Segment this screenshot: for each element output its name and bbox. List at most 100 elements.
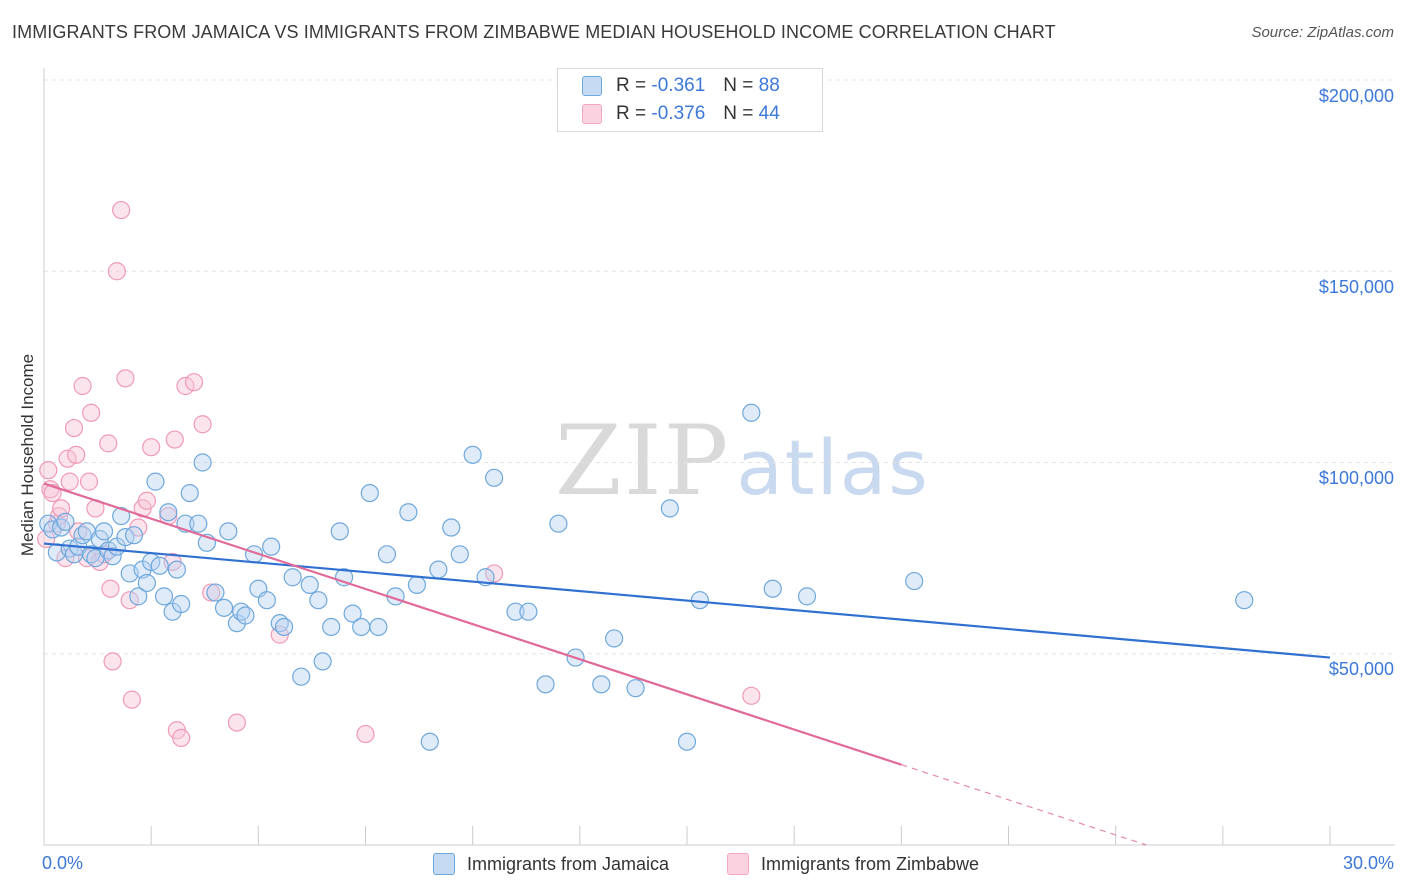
jamaica-point xyxy=(322,617,341,637)
jamaica-point xyxy=(112,506,131,526)
jamaica-point xyxy=(360,484,379,503)
legend-n-value: 88 xyxy=(758,75,780,96)
jamaica-point xyxy=(549,514,568,533)
jamaica-point xyxy=(442,518,461,537)
zimbabwe-point xyxy=(82,403,101,422)
legend-n-label: N = xyxy=(723,103,754,124)
zimbabwe-point xyxy=(103,652,122,671)
jamaica-point xyxy=(429,560,448,579)
jamaica-point xyxy=(137,573,156,593)
zimbabwe-point xyxy=(485,564,504,583)
jamaica-point xyxy=(189,514,208,533)
zimbabwe-point xyxy=(184,373,204,392)
jamaica-point xyxy=(450,545,469,564)
source-label: Source: ZipAtlas.com xyxy=(1251,24,1394,41)
jamaica-point xyxy=(193,453,212,472)
jamaica-point xyxy=(129,587,148,606)
zimbabwe-trend-line xyxy=(43,482,902,766)
zimbabwe-point xyxy=(142,438,161,457)
legend-n-value: 44 xyxy=(758,103,780,124)
jamaica-point xyxy=(94,522,114,541)
jamaica-point xyxy=(797,587,817,606)
zimbabwe-point xyxy=(137,491,156,510)
correlation-legend: R = -0.361 N = 88 R = -0.376 N = 44 xyxy=(557,68,823,132)
jamaica-point xyxy=(219,522,238,541)
zimbabwe-point xyxy=(107,262,126,281)
jamaica-point xyxy=(150,556,169,575)
jamaica-point xyxy=(180,484,199,503)
zimbabwe-point xyxy=(172,728,191,748)
zimbabwe-point xyxy=(120,591,139,610)
jamaica-point xyxy=(262,537,281,556)
watermark-zip: ZIP xyxy=(555,405,731,517)
jamaica-point xyxy=(206,583,225,602)
legend-swatch-zimbabwe xyxy=(582,104,602,124)
legend-r-value: -0.376 xyxy=(651,103,706,124)
jamaica-point xyxy=(763,579,782,598)
jamaica-point xyxy=(159,503,178,522)
x-tick-label-max: 30.0% xyxy=(1342,853,1394,873)
jamaica-point xyxy=(369,617,388,637)
zimbabwe-point xyxy=(227,713,246,732)
zimbabwe-point xyxy=(165,430,184,449)
bottom-legend-swatch-zimbabwe xyxy=(727,853,749,875)
zimbabwe-trend-extension xyxy=(901,764,1147,846)
zimbabwe-point xyxy=(58,449,77,468)
bottom-legend-jamaica: Immigrants from Jamaica xyxy=(433,851,669,877)
jamaica-point xyxy=(485,468,504,487)
zimbabwe-point xyxy=(99,434,118,453)
jamaica-point xyxy=(300,575,319,595)
jamaica-point xyxy=(407,575,427,595)
y-tick-label-150000: $150,000 xyxy=(1318,277,1394,297)
jamaica-point xyxy=(154,587,174,606)
bottom-legend-zimbabwe: Immigrants from Zimbabwe xyxy=(727,851,979,877)
jamaica-point xyxy=(905,571,924,591)
zimbabwe-point xyxy=(122,690,141,709)
zimbabwe-point xyxy=(39,461,58,480)
jamaica-point xyxy=(463,445,482,464)
jamaica-point xyxy=(592,675,611,694)
zimbabwe-point xyxy=(176,376,195,396)
zimbabwe-point xyxy=(67,445,86,464)
jamaica-point xyxy=(677,732,697,751)
zimbabwe-point xyxy=(112,200,131,220)
jamaica-point xyxy=(309,591,328,610)
legend-row-jamaica: R = -0.361 N = 88 xyxy=(582,74,780,98)
jamaica-point xyxy=(167,560,186,579)
jamaica-point xyxy=(660,499,679,518)
jamaica-point xyxy=(1235,591,1254,610)
bottom-legend-label-zimbabwe: Immigrants from Zimbabwe xyxy=(761,853,980,874)
jamaica-point xyxy=(742,403,761,422)
bottom-legend-label-jamaica: Immigrants from Jamaica xyxy=(467,853,670,874)
zimbabwe-point xyxy=(52,499,71,518)
jamaica-point xyxy=(377,545,397,564)
jamaica-point xyxy=(519,602,538,621)
legend-r-label: R = xyxy=(616,103,647,124)
jamaica-point xyxy=(56,512,75,531)
jamaica-point xyxy=(283,568,302,587)
jamaica-point xyxy=(605,629,624,648)
jamaica-point xyxy=(536,675,555,694)
legend-swatch-jamaica xyxy=(582,76,602,96)
y-tick-label-50000: $50,000 xyxy=(1328,659,1394,679)
zimbabwe-point xyxy=(60,472,79,491)
jamaica-point xyxy=(420,732,439,751)
zimbabwe-point xyxy=(193,415,212,434)
legend-row-zimbabwe: R = -0.376 N = 44 xyxy=(582,102,780,126)
jamaica-point xyxy=(236,606,255,625)
watermark: ZIPatlas xyxy=(555,405,930,517)
zimbabwe-point xyxy=(101,579,120,598)
jamaica-point xyxy=(313,652,332,671)
zimbabwe-point xyxy=(202,583,221,602)
zimbabwe-point xyxy=(356,724,375,744)
jamaica-point xyxy=(103,547,122,566)
legend-r-label: R = xyxy=(616,75,647,96)
jamaica-point xyxy=(626,679,645,698)
jamaica-point xyxy=(274,617,294,637)
legend-r-value: -0.361 xyxy=(651,75,706,96)
watermark-atlas: atlas xyxy=(736,423,930,512)
x-tick-label-min: 0.0% xyxy=(42,853,84,873)
chart-title: IMMIGRANTS FROM JAMAICA VS IMMIGRANTS FR… xyxy=(12,22,1056,42)
zimbabwe-point xyxy=(742,686,761,705)
